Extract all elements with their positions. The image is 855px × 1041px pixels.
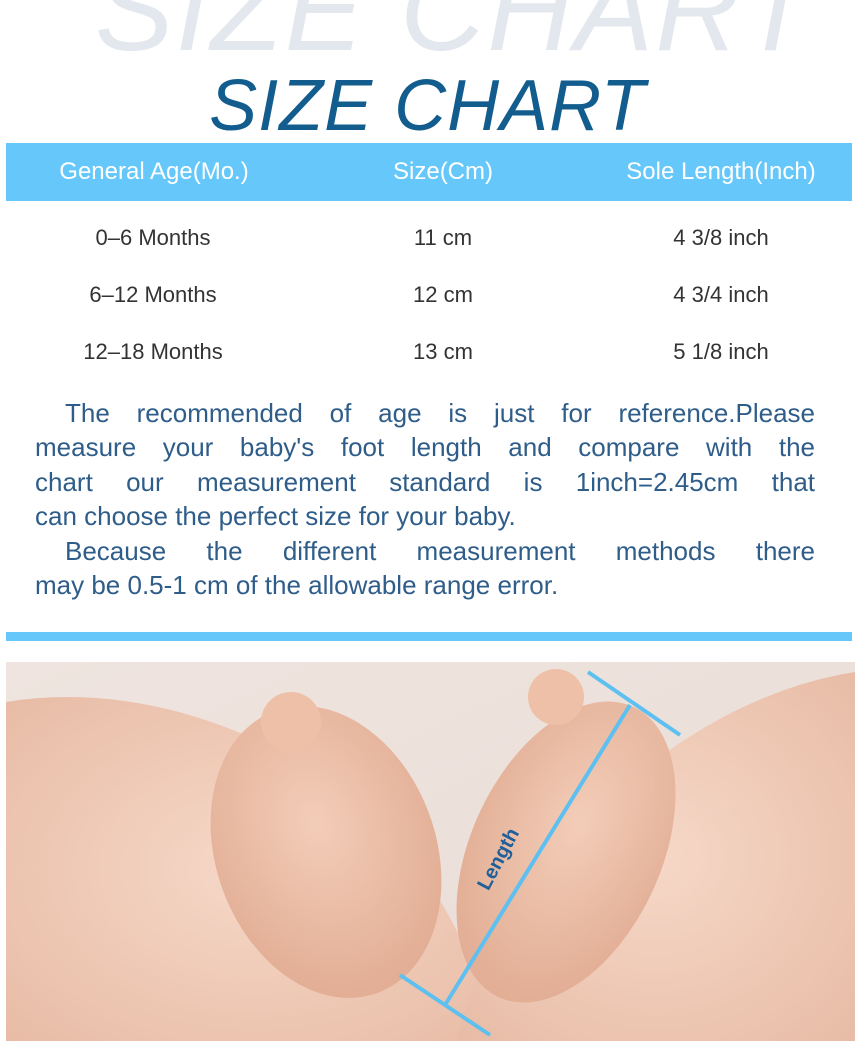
cell-size: 13 cm	[413, 339, 473, 364]
table-row: 12–18 Months 13 cm 5 1/8 inch	[0, 339, 855, 379]
page-title: SIZE CHART	[209, 66, 646, 146]
cell-size: 12 cm	[413, 282, 473, 307]
header-age: General Age(Mo.)	[59, 158, 249, 185]
cell-sole-length: 5 1/8 inch	[673, 339, 769, 364]
note-line: chart our measurement standard is 1inch=…	[35, 466, 815, 497]
header-sole-length: Sole Length(Inch)	[626, 158, 816, 185]
cell-sole-length: 4 3/8 inch	[673, 225, 769, 250]
note-line: The recommended of age is just for refer…	[65, 398, 815, 428]
right-foot	[456, 701, 676, 1003]
cell-sole-length: 4 3/4 inch	[673, 282, 769, 307]
table-header: General Age(Mo.) Size(Cm) Sole Length(In…	[6, 143, 852, 201]
cell-age: 12–18 Months	[83, 339, 223, 364]
measure-tick-top	[586, 670, 682, 737]
left-foot	[210, 706, 442, 998]
baby-feet-photo: Length	[6, 662, 855, 1041]
toe	[261, 692, 321, 752]
measure-tick-bottom	[398, 973, 492, 1037]
cell-age: 6–12 Months	[89, 282, 217, 307]
watermark-title: SIZE CHART	[95, 0, 815, 76]
cell-size: 11 cm	[413, 225, 473, 250]
divider-bar	[6, 632, 852, 641]
note-line: Because the different measurement method…	[65, 535, 815, 566]
size-notes: The recommended of age is just for refer…	[35, 396, 815, 602]
note-line: measure your baby's foot length and comp…	[35, 432, 815, 463]
measure-line	[443, 703, 632, 1007]
table-row: 0–6 Months 11 cm 4 3/8 inch	[0, 225, 855, 265]
toe	[528, 669, 584, 725]
table-row: 6–12 Months 12 cm 4 3/4 inch	[0, 282, 855, 322]
note-line: may be 0.5-1 cm of the allowable range e…	[35, 569, 559, 600]
header-size: Size(Cm)	[393, 158, 493, 185]
cell-age: 0–6 Months	[95, 225, 211, 250]
note-line: can choose the perfect size for your bab…	[35, 501, 516, 532]
